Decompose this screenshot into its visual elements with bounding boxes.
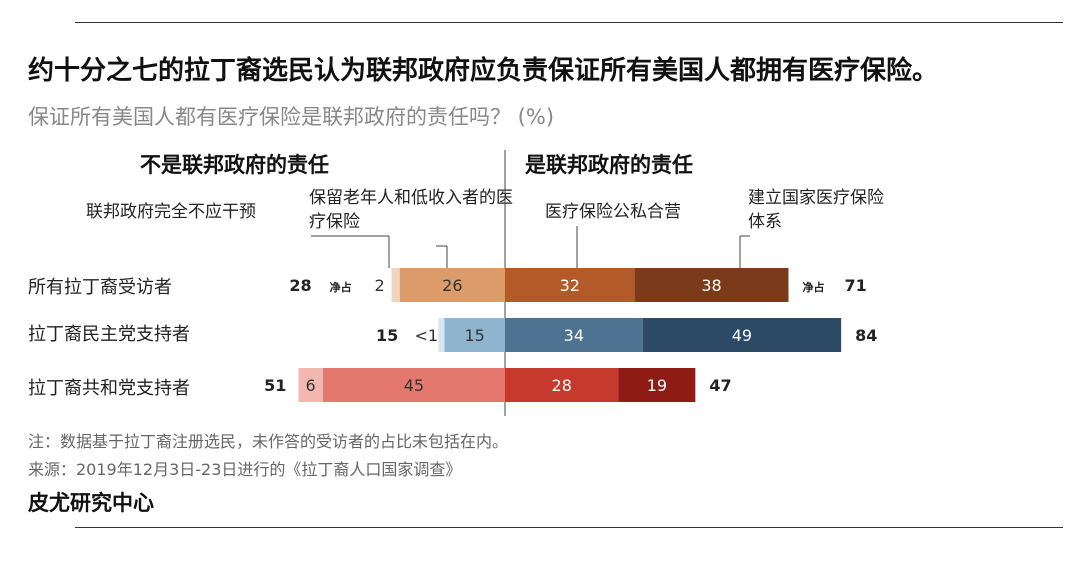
category-label-no-role: 联邦政府完全不应干预	[86, 202, 256, 222]
value-label-no-role-republicans: 6	[306, 376, 316, 395]
net-value-no-all: 28	[289, 276, 311, 295]
bar-single-payer-republicans	[618, 368, 696, 402]
bar-medicare-all	[399, 268, 505, 302]
bar-single-payer-democrats	[642, 318, 842, 352]
category-label-mix: 医疗保险公私合营	[545, 202, 681, 222]
left-header: 不是联邦政府的责任	[140, 153, 329, 177]
net-value-no-democrats: 15	[376, 326, 398, 345]
right-header: 是联邦政府的责任	[525, 153, 693, 177]
top-rule	[75, 22, 1063, 23]
net-value-no-republicans: 51	[264, 376, 286, 395]
value-label-medicare-all: 26	[442, 276, 462, 295]
row-label-democrats: 拉丁裔民主党支持者	[28, 324, 190, 345]
source-org: 皮尤研究中心	[28, 491, 154, 515]
net-label-right-all: 净占	[803, 280, 825, 294]
value-label-no-role-all: 2	[375, 276, 385, 295]
net-value-yes-democrats: 84	[855, 326, 877, 345]
bar-mix-all	[505, 268, 635, 302]
value-label-medicare-democrats: 15	[464, 326, 484, 345]
row-label-all: 所有拉丁裔受访者	[28, 277, 172, 298]
bar-mix-democrats	[505, 318, 643, 352]
bar-no-role-republicans	[298, 368, 323, 402]
value-label-medicare-republicans: 45	[404, 376, 424, 395]
bar-no-role-all	[391, 268, 400, 302]
net-value-yes-all: 71	[845, 276, 867, 295]
value-label-mix-republicans: 28	[552, 376, 572, 395]
value-label-single-payer-democrats: 49	[732, 326, 752, 345]
category-label-single-payer: 建立国家医疗保险体系	[748, 188, 884, 232]
bar-medicare-democrats	[444, 318, 505, 352]
chart-title: 约十分之七的拉丁裔选民认为联邦政府应负责保证所有美国人都拥有医疗保险。	[28, 56, 939, 86]
bar-no-role-democrats	[438, 318, 445, 352]
value-label-mix-all: 32	[560, 276, 580, 295]
bar-mix-republicans	[505, 368, 619, 402]
chart-date-source: 来源：2019年12月3日-23日进行的《拉丁裔人口国家调查》	[28, 460, 462, 479]
bottom-rule	[75, 527, 1063, 528]
bar-single-payer-all	[634, 268, 789, 302]
category-label-medicare: 保留老年人和低收入者的医疗保险	[309, 188, 513, 232]
value-label-single-payer-all: 38	[701, 276, 721, 295]
chart-subtitle: 保证所有美国人都有医疗保险是联邦政府的责任吗？ (%)	[28, 105, 555, 129]
value-label-mix-democrats: 34	[564, 326, 584, 345]
bar-medicare-republicans	[322, 368, 505, 402]
row-label-republicans: 拉丁裔共和党支持者	[28, 378, 190, 399]
value-label-no-role-democrats: <1	[414, 326, 438, 345]
net-value-yes-republicans: 47	[709, 376, 731, 395]
value-label-single-payer-republicans: 19	[647, 376, 667, 395]
net-label-left-all: 净占	[330, 280, 352, 294]
chart-note: 注：数据基于拉丁裔注册选民，未作答的受访者的占比未包括在内。	[28, 432, 509, 451]
